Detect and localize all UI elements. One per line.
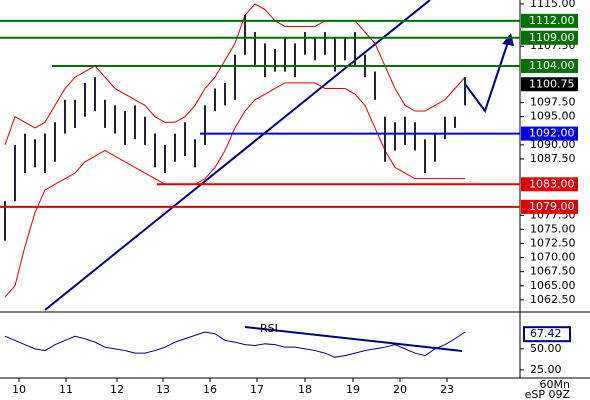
footer-label: 60Mn [540,378,570,391]
y-tick-label: 1095.00 [530,110,576,123]
level-label: 1083.00 [529,177,575,190]
last-price-label: 1100.75 [529,77,575,90]
level-label: 1104.00 [529,59,575,72]
x-tick-label: 13 [156,383,170,396]
x-tick-label: 17 [250,383,264,396]
x-tick-label: 20 [393,383,407,396]
y-tick-label: 25.00 [530,363,562,376]
level-label-box [521,30,578,45]
y-tick-label: 50.00 [530,342,562,355]
level-label-box [521,58,578,73]
x-tick-label: 23 [440,383,454,396]
last-value-box [523,326,571,343]
y-tick-label: 1067.50 [530,265,576,278]
last-value-label: 67.42 [530,327,562,340]
y-tick-label: 1115.00 [530,0,576,10]
level-label-box [521,177,578,192]
last-price-box [521,77,578,92]
level-label-box [521,13,578,28]
y-tick-label: 1072.50 [530,236,576,249]
y-tick-label: 1075.00 [530,222,576,235]
y-tick-label: 1090.00 [530,138,576,151]
x-tick-label: 10 [12,383,26,396]
level-label-box [521,126,578,141]
series-label: RSI [260,322,278,335]
y-tick-label: 1070.00 [530,251,576,264]
bollinger-band [4,82,465,298]
y-tick-label: 1065.00 [530,279,576,292]
x-tick-label: 18 [298,383,312,396]
x-tick-label: 12 [110,383,124,396]
x-tick-label: 11 [59,383,73,396]
y-tick-label: 1097.50 [530,96,576,109]
x-tick-label: 19 [346,383,360,396]
x-tick-label: 16 [203,383,217,396]
level-label-box [521,199,578,214]
level-label: 1112.00 [529,14,575,27]
rsi-trend-line [244,326,463,352]
arrow-head [502,33,514,46]
footer-label: eSP 09Z [525,388,571,400]
level-label: 1092.00 [529,127,575,140]
bollinger-band [4,3,466,146]
y-tick-label: 1087.50 [530,152,576,165]
trend-line [44,0,431,311]
rsi-line [4,331,466,358]
level-label: 1079.00 [529,200,575,213]
y-tick-label: 1062.50 [530,293,576,306]
level-label: 1109.00 [529,31,575,44]
